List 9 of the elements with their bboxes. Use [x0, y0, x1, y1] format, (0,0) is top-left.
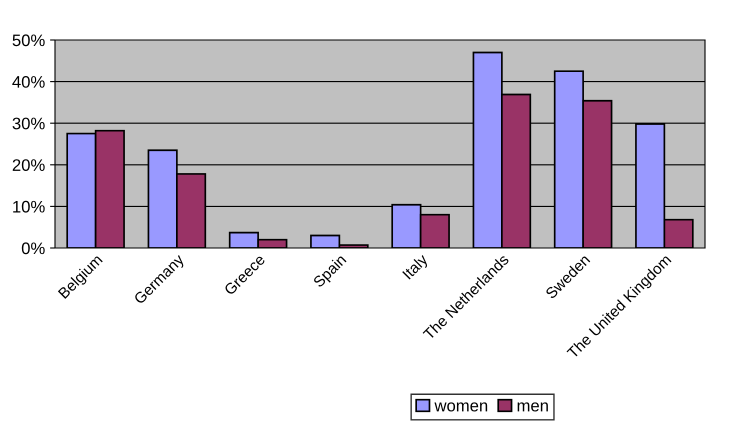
y-tick-label: 20%	[12, 159, 45, 172]
y-tick-label: 40%	[12, 76, 45, 88]
legend-label: women	[434, 402, 488, 412]
y-tick-label: 10%	[13, 200, 45, 213]
x-tick-label: Italy	[402, 252, 431, 282]
y-tick-label: 0%	[22, 242, 45, 254]
legend-label: men	[518, 402, 548, 412]
y-tick-label: 50%	[12, 34, 45, 46]
y-tick-label: 30%	[12, 118, 45, 130]
